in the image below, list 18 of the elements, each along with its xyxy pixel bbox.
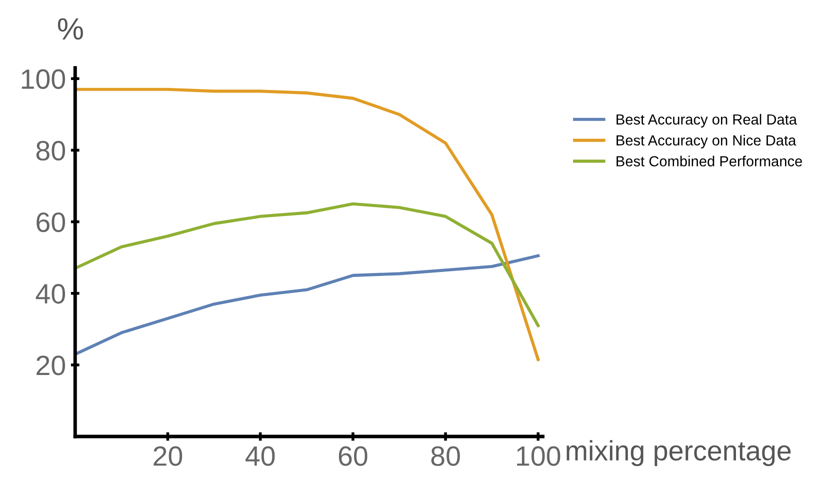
- legend-label: Best Accuracy on Nice Data: [616, 134, 796, 148]
- x-tick-label: 60: [338, 446, 368, 466]
- x-tick-label: 40: [246, 446, 275, 466]
- y-tick-label: 60: [36, 212, 66, 232]
- x-tick-label: 80: [431, 446, 460, 466]
- y-tick-label: 20: [36, 356, 66, 376]
- x-axis-title: mixing percentage: [566, 440, 791, 466]
- y-tick-label: 100: [22, 69, 66, 89]
- line-series: [75, 88, 540, 362]
- x-tick-label: 20: [154, 446, 182, 466]
- x-tick-label: 100: [517, 446, 560, 466]
- line-series: [75, 202, 540, 328]
- y-tick-label: 80: [36, 140, 66, 161]
- y-tick-label: 40: [36, 284, 66, 304]
- legend-label: Best Combined Performance: [616, 156, 802, 166]
- legend-label: Best Accuracy on Real Data: [616, 114, 797, 128]
- y-axis-title: %: [58, 18, 83, 40]
- line-series: [75, 254, 540, 356]
